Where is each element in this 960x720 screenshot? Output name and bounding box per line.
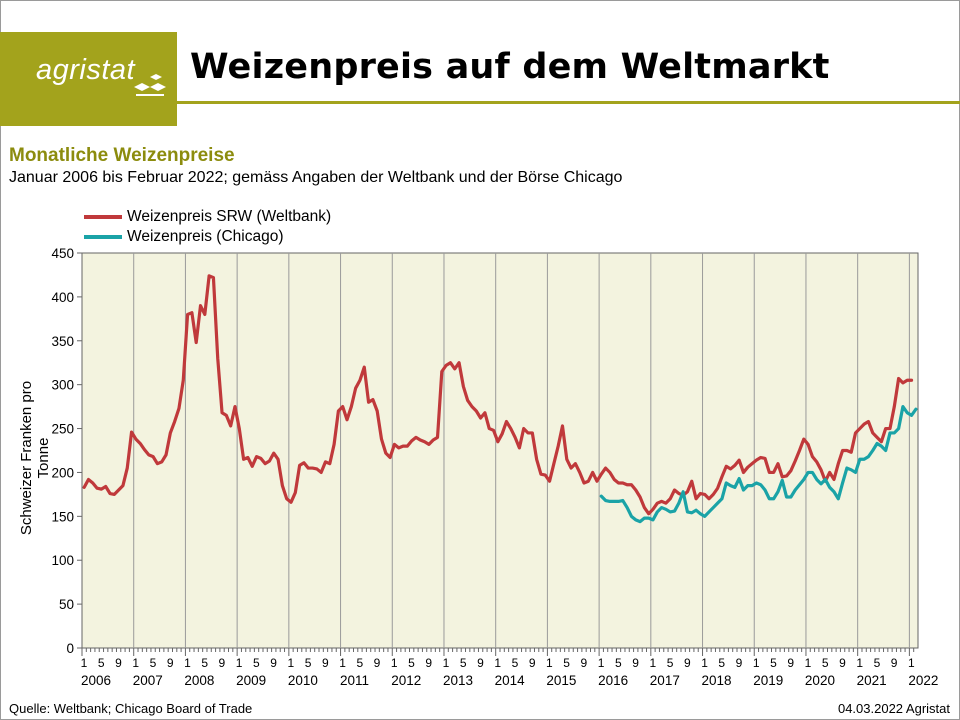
publication-date: 04.03.2022 Agristat [837,701,950,716]
x-month-label: 9 [839,656,846,670]
legend-swatch-chicago [84,235,122,239]
x-year-label: 2020 [805,673,835,688]
y-tick-label: 100 [51,553,74,568]
x-year-label: 2021 [857,673,887,688]
source-note: Quelle: Weltbank; Chicago Board of Trade [9,701,253,716]
y-tick-label: 150 [51,509,74,524]
x-month-label: 5 [615,656,622,670]
x-month-label: 9 [787,656,794,670]
page-title: Weizenpreis auf dem Weltmarkt [190,47,830,87]
legend-swatch-srw [84,215,122,219]
x-month-label: 1 [856,656,863,670]
x-month-label: 9 [477,656,484,670]
x-month-label: 1 [753,656,760,670]
y-tick-label: 350 [51,334,74,349]
chart-subtitle: Monatliche Weizenpreise [9,145,235,166]
x-month-label: 9 [736,656,743,670]
x-year-label: 2008 [184,673,214,688]
x-year-label: 2011 [340,673,369,688]
brand-logo: agristat [36,54,136,86]
series-line-chicago [599,405,918,524]
x-year-label: 2012 [391,673,421,688]
x-month-label: 5 [98,656,105,670]
x-year-label: 2019 [753,673,783,688]
brand-logo-icon [134,74,166,96]
x-month-label: 5 [305,656,312,670]
x-month-label: 5 [822,656,829,670]
x-month-label: 1 [598,656,605,670]
plot-area [81,252,919,649]
brand-box [0,32,177,126]
x-year-label: 2013 [443,673,473,688]
y-tick-label: 250 [51,422,74,437]
x-year-label: 2015 [546,673,576,688]
x-month-label: 9 [632,656,639,670]
x-month-label: 9 [374,656,381,670]
x-month-label: 9 [425,656,432,670]
x-month-label: 1 [81,656,88,670]
y-tick-label: 200 [51,465,74,480]
x-month-label: 1 [908,656,915,670]
legend-label-srw: Weizenpreis SRW (Weltbank) [127,208,332,225]
x-month-label: 5 [460,656,467,670]
x-year-label: 2007 [133,673,163,688]
x-month-label: 1 [546,656,553,670]
x-month-label: 5 [770,656,777,670]
x-year-label: 2009 [236,673,266,688]
x-month-label: 1 [288,656,295,670]
x-month-label: 9 [322,656,329,670]
x-month-label: 5 [874,656,881,670]
x-month-label: 5 [667,656,674,670]
x-month-label: 1 [805,656,812,670]
x-month-label: 1 [649,656,656,670]
x-month-label: 9 [529,656,536,670]
x-year-label: 2022 [908,673,938,688]
x-year-label: 2018 [702,673,732,688]
y-tick-label: 300 [51,378,74,393]
x-month-label: 1 [184,656,191,670]
x-month-label: 5 [563,656,570,670]
y-tick-label: 0 [66,641,74,656]
x-month-label: 1 [701,656,708,670]
series-line-srw [82,274,914,516]
x-month-label: 5 [253,656,260,670]
x-month-label: 5 [408,656,415,670]
x-month-label: 1 [339,656,346,670]
x-month-label: 5 [201,656,208,670]
y-tick-label: 450 [51,246,74,261]
x-year-label: 2010 [288,673,318,688]
chart-description: Januar 2006 bis Februar 2022; gemäss Ang… [9,169,623,186]
x-month-label: 1 [236,656,243,670]
x-month-label: 1 [132,656,139,670]
x-year-label: 2016 [598,673,628,688]
x-month-label: 1 [443,656,450,670]
x-month-label: 5 [512,656,519,670]
legend-label-chicago: Weizenpreis (Chicago) [127,228,284,245]
x-month-label: 9 [581,656,588,670]
x-year-label: 2017 [650,673,680,688]
x-month-label: 5 [718,656,725,670]
x-month-label: 9 [270,656,277,670]
legend-item-srw: Weizenpreis SRW (Weltbank) [84,207,331,227]
x-year-label: 2006 [81,673,111,688]
header-rule [177,101,960,104]
x-month-label: 9 [115,656,122,670]
x-year-label: 2014 [495,673,526,688]
y-tick-label: 50 [59,597,74,612]
x-month-label: 9 [219,656,226,670]
x-month-label: 1 [494,656,501,670]
x-month-label: 9 [891,656,898,670]
legend-item-chicago: Weizenpreis (Chicago) [84,227,284,247]
x-month-label: 9 [684,656,691,670]
y-tick-label: 400 [51,290,74,305]
x-month-label: 1 [391,656,398,670]
x-month-label: 5 [150,656,157,670]
x-month-label: 9 [167,656,174,670]
x-month-label: 5 [356,656,363,670]
